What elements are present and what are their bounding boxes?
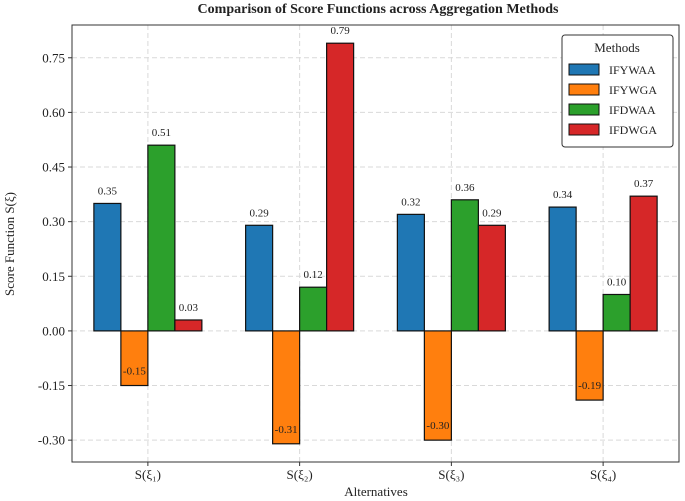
bar-ifywaa-1	[93, 202, 122, 332]
legend-label: IFDWGA	[609, 123, 657, 137]
chart-title: Comparison of Score Functions across Agg…	[198, 2, 559, 17]
x-tick-label: S(ξ₄)	[590, 467, 616, 482]
bar-ifdwaa-1	[147, 144, 176, 332]
data-label: 0.29	[250, 207, 270, 219]
data-label: -0.30	[426, 420, 449, 432]
x-tick-label: S(ξ₂)	[287, 467, 313, 482]
data-label: 0.51	[152, 127, 171, 139]
y-tick-label: -0.15	[38, 378, 65, 393]
y-axis-label: Score Function S(ξ)	[2, 192, 17, 296]
data-label: 0.03	[179, 302, 199, 314]
bar-ifdwaa-2	[299, 286, 328, 332]
legend-swatch-ifdwaa	[568, 103, 600, 116]
y-tick-label: 0.15	[42, 269, 65, 284]
bar-ifdwga-4	[629, 195, 658, 332]
legend-label: IFDWAA	[609, 103, 656, 117]
y-tick-label: 0.30	[42, 214, 65, 229]
bar-ifdwga-1	[174, 319, 203, 332]
legend-box	[561, 34, 674, 148]
legend: Methods IFYWAA IFYWGA IFDWAA IFDWGA	[561, 34, 674, 148]
data-label: 0.35	[98, 185, 118, 197]
legend-swatch-ifywaa	[568, 63, 600, 76]
data-label: 0.37	[634, 178, 654, 190]
bar-ifywaa-2	[245, 224, 274, 332]
bar-ifywga-2	[272, 330, 301, 445]
y-tick-label: 0.60	[42, 105, 65, 120]
legend-swatch-ifywga	[568, 83, 600, 96]
bar-ifywaa-4	[548, 206, 577, 332]
bar-ifywga-3	[423, 330, 452, 441]
bar-ifdwaa-4	[602, 293, 631, 332]
y-tick-label: 0.75	[42, 50, 65, 65]
legend-label: IFYWGA	[609, 83, 657, 97]
data-label: 0.32	[401, 196, 420, 208]
data-label: 0.10	[607, 276, 627, 288]
bar-ifdwga-3	[477, 224, 506, 332]
x-axis-ticks: S(ξ₁) S(ξ₂) S(ξ₃) S(ξ₄)	[135, 462, 616, 482]
data-label: 0.29	[482, 207, 502, 219]
data-label: -0.19	[578, 380, 601, 392]
legend-title: Methods	[594, 40, 640, 55]
bar-ifywaa-3	[396, 213, 425, 332]
legend-swatch-ifdwga	[568, 123, 600, 136]
data-label: 0.34	[553, 189, 573, 201]
bar-ifywga-1	[120, 330, 149, 387]
y-axis-ticks: -0.30 -0.15 0.00 0.15 0.30 0.45 0.60 0.75	[38, 50, 72, 448]
x-tick-label: S(ξ₃)	[438, 467, 464, 482]
data-label: -0.15	[123, 366, 146, 378]
bars	[93, 42, 658, 445]
legend-label: IFYWAA	[609, 63, 656, 77]
plot-frame	[71, 24, 680, 463]
y-tick-label: 0.45	[42, 160, 65, 175]
bar-ifywga-4	[575, 330, 604, 401]
data-label: 0.12	[304, 269, 323, 281]
x-tick-label: S(ξ₁)	[135, 467, 161, 482]
data-label: 0.79	[331, 25, 351, 37]
y-tick-label: 0.00	[42, 323, 65, 338]
bar-ifdwga-2	[326, 42, 355, 332]
bar-ifdwaa-3	[450, 199, 479, 332]
x-axis-label: Alternatives	[344, 484, 408, 499]
data-label: -0.31	[275, 424, 298, 436]
data-label: 0.36	[455, 182, 475, 194]
data-labels: 0.35 0.29 0.32 0.34 -0.15 -0.31 -0.30 -0.19 0.51…	[98, 25, 654, 436]
y-tick-label: -0.30	[38, 433, 65, 448]
